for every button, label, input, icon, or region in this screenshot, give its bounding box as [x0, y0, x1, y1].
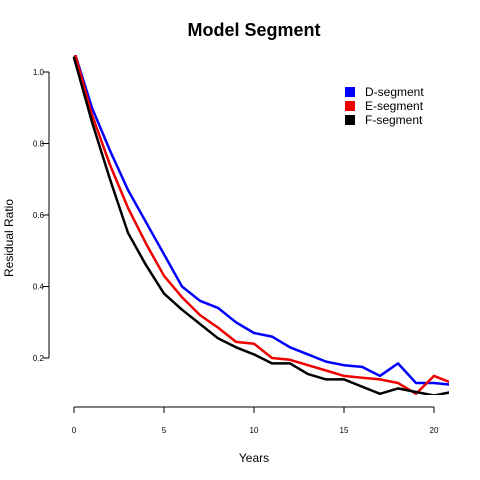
- legend-label: D-segment: [365, 85, 424, 99]
- y-axis: 0.2 0.4 0.6 0.8 1.0: [33, 68, 50, 363]
- x-tick-label: 10: [250, 426, 259, 435]
- legend-label: E-segment: [365, 99, 424, 113]
- x-axis: 0 5 10 15 20: [72, 406, 439, 435]
- y-tick-label: 1.0: [33, 68, 45, 77]
- y-tick-label: 0.8: [33, 140, 45, 149]
- plot-area: [72, 55, 449, 395]
- y-tick-label: 0.4: [33, 283, 45, 292]
- series-line-d-segment: [74, 55, 449, 386]
- y-tick-label: 0.6: [33, 211, 45, 220]
- x-tick-label: 0: [72, 426, 77, 435]
- y-tick-label: 0.2: [33, 354, 45, 363]
- x-tick-label: 20: [430, 426, 439, 435]
- legend-swatch-d-segment: [345, 87, 355, 97]
- series-line-f-segment: [72, 56, 449, 395]
- legend-swatch-f-segment: [345, 115, 355, 125]
- x-axis-title: Years: [239, 451, 269, 465]
- chart-title: Model Segment: [187, 20, 320, 40]
- x-tick-label: 5: [162, 426, 167, 435]
- x-tick-label: 15: [340, 426, 349, 435]
- series-line-e-segment: [73, 55, 449, 395]
- legend-swatch-e-segment: [345, 101, 355, 111]
- y-axis-title: Residual Ratio: [2, 199, 16, 277]
- legend-label: F-segment: [365, 113, 423, 127]
